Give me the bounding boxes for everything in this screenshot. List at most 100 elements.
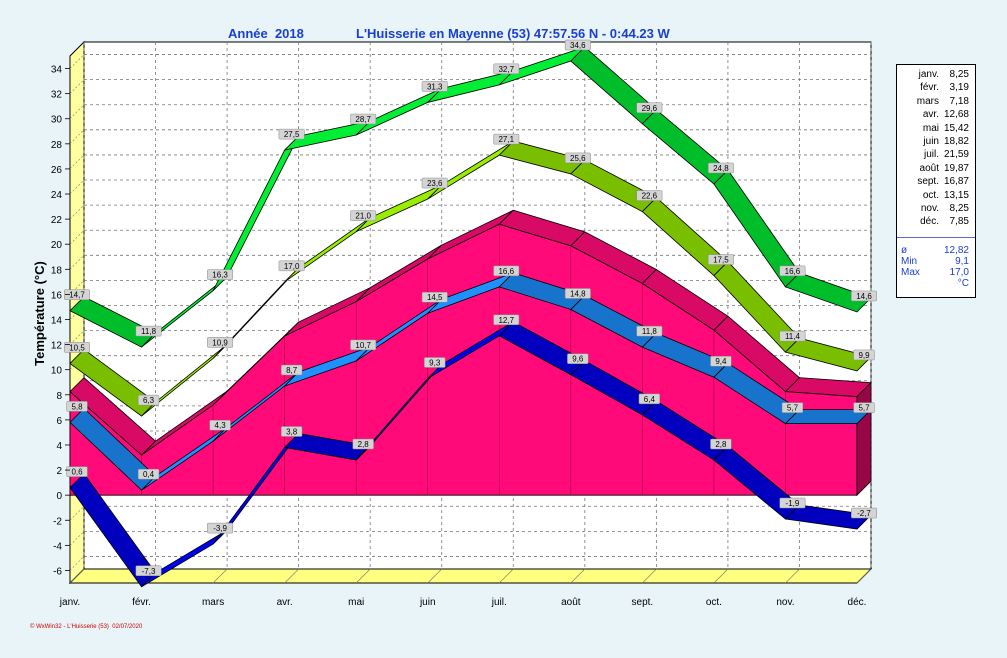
data-label: 0,6 <box>71 468 83 477</box>
data-label-box <box>493 265 520 277</box>
data-label-box <box>421 177 448 189</box>
gridline-depth <box>69 230 85 245</box>
data-label: 16,6 <box>498 267 514 276</box>
x-tick-label: juil. <box>491 597 507 608</box>
data-label: 14,5 <box>427 293 443 302</box>
floor-gridline <box>570 568 586 584</box>
data-label: 9,3 <box>429 358 441 367</box>
gridline-depth <box>69 104 85 119</box>
legend-row: janv. 8,25 <box>897 69 975 81</box>
gridline-depth <box>69 154 85 170</box>
gridline-depth <box>69 531 85 546</box>
data-label-box <box>779 330 806 342</box>
data-label-box <box>781 402 804 413</box>
data-label: 5,7 <box>787 404 799 413</box>
data-label: 34,6 <box>570 41 586 50</box>
data-label-box <box>710 355 732 367</box>
data-label: 22,6 <box>642 192 658 201</box>
floor-gridline <box>713 568 729 584</box>
data-label-box <box>564 288 591 299</box>
legend-row: mai 15,42 <box>897 123 975 135</box>
data-label: 10,9 <box>212 338 228 347</box>
legend-month: mars <box>916 95 939 107</box>
data-label: -2,7 <box>857 509 871 518</box>
floor-gridline <box>785 568 800 584</box>
legend-stat: Min 9,1 <box>897 256 975 268</box>
legend-value: 18,82 <box>943 136 969 147</box>
x-tick-label: mars <box>202 597 224 608</box>
x-tick-label: févr. <box>132 597 151 608</box>
chart-station-title: L'Huisserie en Mayenne (53) 47:57.56 N -… <box>356 26 670 41</box>
gridline-depth <box>69 179 85 195</box>
data-label: 27,5 <box>284 130 300 139</box>
legend-value: 8,25 <box>949 69 969 80</box>
legend-month: juil. <box>923 149 939 161</box>
legend-row: déc. 7,85 <box>897 216 975 228</box>
data-label-box <box>421 81 448 92</box>
data-label: -7,3 <box>142 567 156 576</box>
legend-stat-key: Max <box>901 267 920 278</box>
gridline-depth <box>69 556 85 571</box>
data-label-box <box>207 269 234 280</box>
data-label: 11,8 <box>642 327 658 336</box>
data-label-box <box>567 353 589 364</box>
data-label: 11,4 <box>785 332 801 341</box>
legend-row: juil. 21,59 <box>897 149 975 161</box>
gridline-depth <box>69 54 85 69</box>
floor-gridline <box>69 568 85 584</box>
x-tick-label: déc. <box>848 597 867 608</box>
legend-row: août 19,87 <box>897 163 975 175</box>
floor-gridline <box>284 568 299 584</box>
data-label: 25,6 <box>570 154 586 163</box>
data-label-box <box>853 349 875 361</box>
legend-value: 12,68 <box>943 109 969 121</box>
legend-month: juin <box>923 136 939 147</box>
data-label-box <box>564 152 591 164</box>
x-tick-label: août <box>561 597 581 608</box>
x-tick-label: janv. <box>59 597 80 608</box>
data-label-box <box>278 260 305 272</box>
data-label: 6,4 <box>644 395 656 404</box>
legend-month: janv. <box>918 69 939 80</box>
legend-stat-key: ø <box>901 245 908 256</box>
data-label: 2,8 <box>358 440 370 449</box>
legend-row: juin 18,82 <box>897 136 975 148</box>
gridline-depth <box>69 330 85 345</box>
data-label-box <box>636 325 663 337</box>
data-label: 8,7 <box>286 366 298 375</box>
data-label: 14,8 <box>570 289 586 298</box>
data-label-box <box>851 290 877 302</box>
data-label: 24,8 <box>713 164 729 173</box>
data-label-box <box>636 190 663 201</box>
data-label: 6,3 <box>143 396 155 405</box>
data-label: 14,6 <box>856 292 872 301</box>
legend-value: 19,87 <box>943 162 969 174</box>
y-tick-label: -6 <box>53 566 62 577</box>
y-tick-label: 22 <box>51 215 63 226</box>
data-label-box <box>137 394 160 406</box>
legend-stat: °C <box>897 278 975 290</box>
data-label: 9,9 <box>858 351 870 360</box>
data-label-box <box>207 337 234 348</box>
y-tick-label: 10 <box>51 366 63 377</box>
data-label-box <box>280 364 303 376</box>
y-tick-label: -4 <box>53 541 62 552</box>
y-tick-label: 0 <box>56 491 62 502</box>
data-label-box <box>209 419 231 431</box>
y-tick-label: 18 <box>51 265 63 276</box>
data-label: 16,6 <box>785 267 801 276</box>
data-label: 28,7 <box>355 115 371 124</box>
legend-value: 3,19 <box>949 82 969 94</box>
legend-month: févr. <box>920 82 939 94</box>
legend-value: 7,18 <box>949 95 969 107</box>
data-label: 21,0 <box>355 212 371 221</box>
legend-stat-key: Min <box>901 256 918 267</box>
data-label-box <box>564 39 591 51</box>
data-label: -3,9 <box>213 524 227 533</box>
legend-value: 16,87 <box>943 176 969 188</box>
data-label-box <box>421 291 448 303</box>
y-tick-label: 28 <box>51 140 63 151</box>
data-label-box <box>636 102 663 114</box>
data-label-box <box>66 401 88 412</box>
